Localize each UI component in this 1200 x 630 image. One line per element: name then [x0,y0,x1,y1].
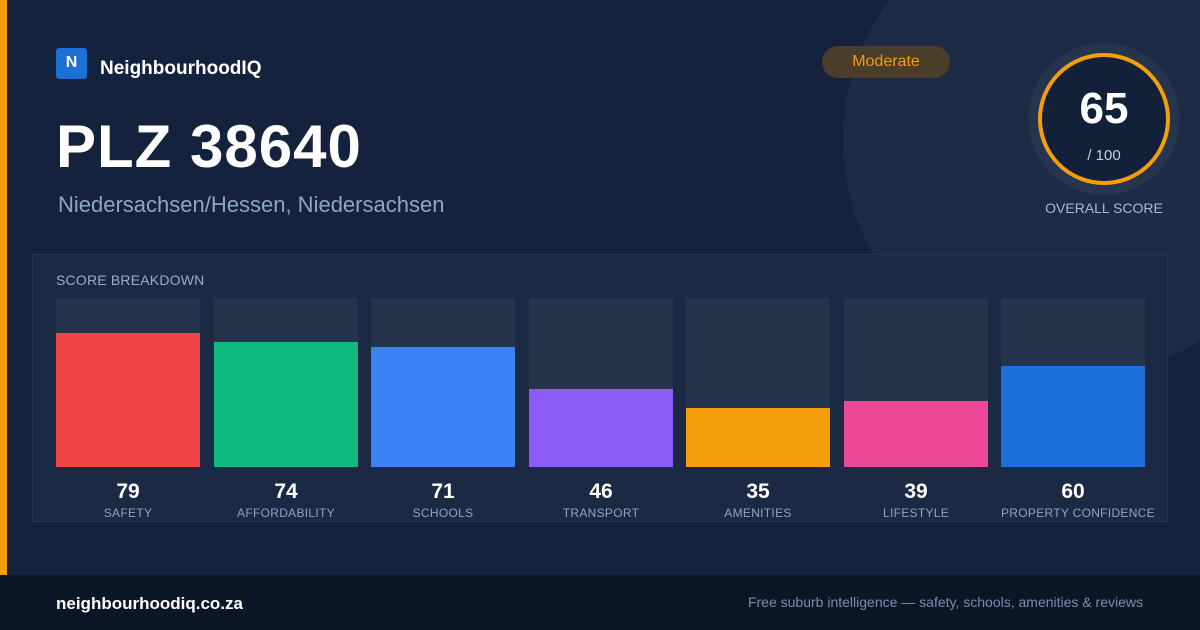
bar-label: AFFORDABILITY [237,506,335,520]
brand-name: NeighbourhoodIQ [100,58,262,79]
bar-track [686,298,830,467]
bar-label: PROPERTY CONFIDENCE [1001,506,1155,520]
bar-value: 71 [431,480,455,503]
bar-track [214,298,358,467]
rating-badge: Moderate [822,46,950,78]
location-subtitle: Niedersachsen/Hessen, Niedersachsen [58,192,445,217]
bar-fill [56,333,200,467]
bar-label: SCHOOLS [412,506,474,520]
bar-track [371,298,515,467]
bar-value: 35 [746,480,770,503]
bar-track [56,298,200,467]
brand-logo-icon: N [56,47,87,79]
overall-score-value: 65 [1079,84,1129,133]
bar-label: LIFESTYLE [882,506,950,520]
score-breakdown-panel: SCORE BREAKDOWN 79 SAFETY 74 AFFORDABILI… [32,254,1168,522]
bar-label: AMENITIES [724,506,792,520]
bar-fill [371,347,515,467]
overall-score-max: / 100 [1087,147,1121,164]
score-bar-schools: 71 SCHOOLS [371,298,515,520]
accent-bar [0,0,7,575]
overall-score-caption: OVERALL SCORE [1045,200,1163,216]
bar-track [844,298,988,467]
footer: neighbourhoodiq.co.za Free suburb intell… [0,575,1200,630]
bar-value: 46 [589,480,613,503]
bar-fill [1001,366,1145,467]
bar-value: 79 [116,480,140,503]
bar-fill [214,342,358,467]
brand: N NeighbourhoodIQ [56,46,261,80]
bar-label: TRANSPORT [562,506,640,520]
score-bar-affordability: 74 AFFORDABILITY [214,298,358,520]
bar-fill [686,408,830,467]
score-bar-property-confidence: 60 PROPERTY CONFIDENCE [1001,298,1155,520]
bar-fill [844,401,988,467]
footer-site-link[interactable]: neighbourhoodiq.co.za [56,594,243,613]
bar-value: 60 [1061,480,1085,503]
bar-track [1001,298,1145,467]
bar-value: 74 [274,480,298,503]
bar-value: 39 [904,480,928,503]
bar-fill [529,389,673,467]
score-bar-lifestyle: 39 LIFESTYLE [844,298,988,520]
score-bar-amenities: 35 AMENITIES [686,298,830,520]
score-bar-transport: 46 TRANSPORT [529,298,673,520]
overall-score-ring: 65 / 100 [1028,43,1180,195]
footer-tagline: Free suburb intelligence — safety, schoo… [747,594,1143,610]
score-bar-safety: 79 SAFETY [56,298,200,520]
breakdown-title: SCORE BREAKDOWN [56,272,205,288]
bar-track [529,298,673,467]
bar-label: SAFETY [103,506,153,520]
score-ring-icon: 65 / 100 [1038,53,1170,185]
page-title: PLZ 38640 [56,113,362,180]
